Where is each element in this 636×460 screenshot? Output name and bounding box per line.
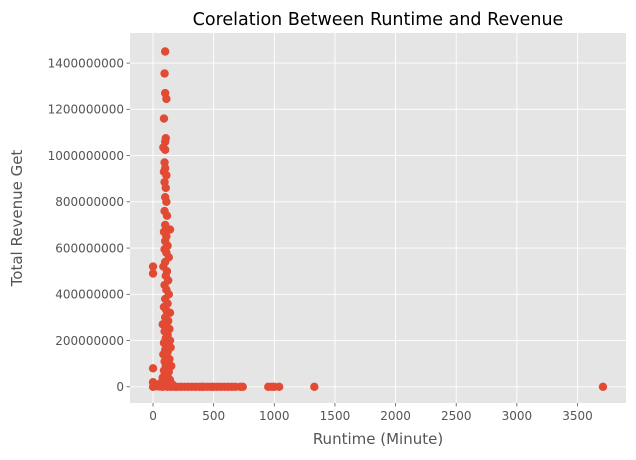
- x-tick-label: 1500: [320, 409, 351, 423]
- y-tick-label: 600000000: [55, 241, 124, 255]
- data-point: [159, 114, 169, 123]
- y-tick-label: 200000000: [55, 334, 124, 348]
- data-point: [238, 382, 247, 392]
- data-point: [162, 94, 171, 104]
- y-tick-label: 400000000: [55, 288, 124, 302]
- y-axis-label: Total Revenue Get: [8, 150, 26, 288]
- data-point: [160, 69, 169, 78]
- y-tick-label: 1200000000: [48, 103, 124, 117]
- x-axis-label: Runtime (Minute): [313, 430, 443, 448]
- data-point: [148, 364, 158, 373]
- x-tick-label: 0: [149, 409, 157, 423]
- x-axis-ticks: 0 500 1000 1500 2000 2500 3000 3500: [149, 403, 593, 423]
- data-point: [148, 269, 158, 278]
- x-tick-label: 3500: [562, 409, 593, 423]
- data-point: [162, 171, 171, 180]
- data-point: [160, 145, 170, 154]
- plot-area: [130, 33, 626, 403]
- data-point: [148, 262, 158, 271]
- x-tick-label: 1000: [259, 409, 290, 423]
- x-tick-label: 3000: [502, 409, 533, 423]
- y-tick-label: 1000000000: [48, 149, 124, 163]
- points-layer: [148, 47, 608, 392]
- data-point: [162, 211, 172, 220]
- data-point: [310, 382, 319, 392]
- y-axis-ticks: 0 200000000 400000000 600000000 800000000 100…: [48, 56, 130, 394]
- y-tick-label: 0: [116, 380, 124, 394]
- chart-title: Corelation Between Runtime and Revenue: [193, 10, 564, 30]
- data-point: [160, 47, 170, 56]
- data-point: [162, 197, 171, 207]
- x-tick-label: 2500: [441, 409, 472, 423]
- x-tick-label: 500: [202, 409, 225, 423]
- data-point: [161, 183, 170, 193]
- data-point: [274, 382, 284, 392]
- x-tick-label: 2000: [380, 409, 411, 423]
- data-point: [598, 382, 608, 392]
- y-tick-label: 800000000: [55, 195, 124, 209]
- y-tick-label: 1400000000: [48, 56, 124, 70]
